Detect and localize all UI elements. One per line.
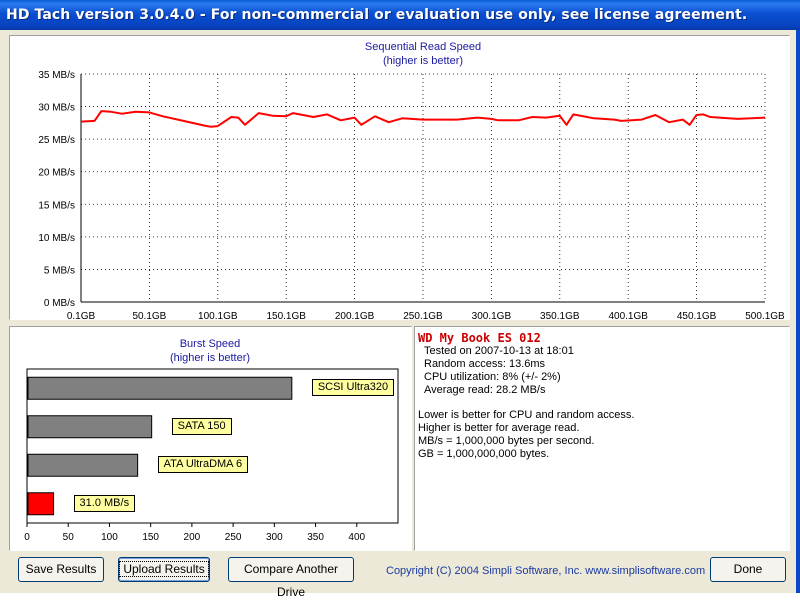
x-tick-label: 350	[307, 532, 324, 543]
x-tick-label: 150	[142, 532, 159, 543]
x-tick-label: 300,1GB	[472, 311, 512, 319]
burst-bar-label: ATA UltraDMA 6	[157, 456, 249, 474]
chart-title: Sequential Read Speed	[365, 41, 481, 53]
chart-subtitle: (higher is better)	[383, 55, 463, 67]
window-title: HD Tach version 3.0.4.0 - For non-commer…	[6, 7, 748, 23]
upload-results-button[interactable]: Upload Results	[118, 557, 210, 582]
x-tick-label: 50	[63, 532, 75, 543]
upload-results-label: Upload Results	[119, 561, 209, 577]
x-tick-label: 150,1GB	[266, 311, 306, 319]
results-info-panel	[414, 326, 790, 551]
burst-bar	[27, 492, 55, 516]
x-tick-label: 0,1GB	[67, 311, 96, 319]
y-tick-label: 15 MB/s	[38, 200, 75, 211]
y-tick-label: 0 MB/s	[44, 298, 75, 309]
y-tick-label: 25 MB/s	[38, 135, 75, 146]
burst-bar-label: 31.0 MB/s	[73, 494, 136, 512]
compare-another-drive-button[interactable]: Compare Another Drive	[228, 557, 354, 599]
x-tick-label: 200	[184, 532, 201, 543]
x-tick-label: 250	[225, 532, 242, 543]
save-results-button[interactable]: Save Results	[18, 557, 104, 582]
read-speed-line	[80, 110, 766, 128]
y-tick-label: 35 MB/s	[38, 70, 75, 81]
random-access-text: Random access: 13.6ms	[424, 358, 546, 370]
window-frame-edge	[796, 30, 800, 593]
x-tick-label: 400	[348, 532, 365, 543]
x-tick-label: 350,1GB	[540, 311, 580, 319]
save-results-label: Save Results	[25, 562, 97, 576]
x-tick-label: 250,1GB	[403, 311, 443, 319]
tested-on-text: Tested on 2007-10-13 at 18:01	[424, 345, 574, 357]
cpu-utilization-text: CPU utilization: 8% (+/- 2%)	[424, 371, 561, 383]
x-tick-label: 0	[24, 532, 30, 543]
compare-drive-label: Compare Another Drive	[243, 562, 339, 599]
burst-bar	[27, 453, 139, 477]
sequential-read-panel: Sequential Read Speed (higher is better) 0…	[9, 35, 790, 322]
note-lower-better: Lower is better for CPU and random acces…	[418, 409, 635, 421]
burst-bar	[27, 415, 153, 439]
note-mbs-definition: MB/s = 1,000,000 bytes per second.	[418, 435, 595, 447]
x-tick-label: 50,1GB	[132, 311, 166, 319]
copyright-text: Copyright (C) 2004 Simpli Software, Inc.…	[386, 565, 706, 577]
y-tick-label: 20 MB/s	[38, 168, 75, 179]
note-higher-better: Higher is better for average read.	[418, 422, 580, 434]
x-tick-label: 100	[101, 532, 118, 543]
burst-bar-label: SCSI Ultra320	[311, 379, 395, 397]
sequential-read-chart: Sequential Read Speed (higher is better) 0…	[38, 41, 785, 322]
burst-bar	[27, 376, 293, 400]
x-tick-label: 200,1GB	[335, 311, 375, 319]
title-bar[interactable]: HD Tach version 3.0.4.0 - For non-commer…	[0, 0, 800, 30]
done-button[interactable]: Done	[710, 557, 786, 582]
burst-speed-chart: Burst Speed (higher is better) 0 50 100 150 20…	[24, 338, 399, 543]
x-tick-label: 500,1GB	[745, 311, 785, 319]
x-tick-label: 400,1GB	[608, 311, 648, 319]
average-read-text: Average read: 28.2 MB/s	[424, 384, 546, 396]
x-tick-label: 100,1GB	[198, 311, 238, 319]
chart-title: Burst Speed	[180, 338, 241, 350]
burst-speed-panel: Burst Speed (higher is better) 0 50 100 150 20…	[9, 326, 412, 551]
y-tick-label: 10 MB/s	[38, 233, 75, 244]
y-tick-label: 30 MB/s	[38, 103, 75, 114]
x-tick-label: 450,1GB	[677, 311, 717, 319]
x-tick-label: 300	[266, 532, 283, 543]
y-tick-label: 5 MB/s	[44, 265, 75, 276]
done-label: Done	[733, 562, 763, 576]
note-gb-definition: GB = 1,000,000,000 bytes.	[418, 448, 550, 460]
chart-subtitle: (higher is better)	[170, 352, 250, 364]
burst-bar-label: SATA 150	[171, 417, 232, 435]
drive-name: WD My Book ES 012	[418, 331, 541, 345]
